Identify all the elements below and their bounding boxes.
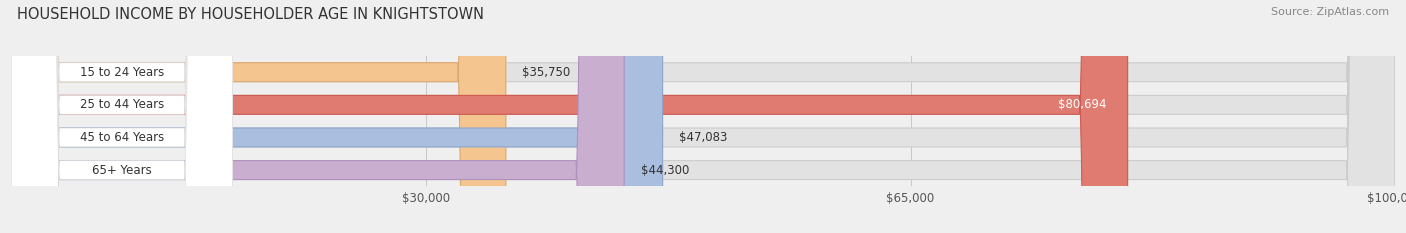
- FancyBboxPatch shape: [11, 0, 506, 233]
- FancyBboxPatch shape: [11, 0, 232, 233]
- FancyBboxPatch shape: [11, 0, 1395, 233]
- FancyBboxPatch shape: [11, 0, 1395, 233]
- Text: 15 to 24 Years: 15 to 24 Years: [80, 66, 165, 79]
- Text: 45 to 64 Years: 45 to 64 Years: [80, 131, 165, 144]
- FancyBboxPatch shape: [11, 0, 1395, 233]
- FancyBboxPatch shape: [11, 0, 662, 233]
- Text: Source: ZipAtlas.com: Source: ZipAtlas.com: [1271, 7, 1389, 17]
- Text: $80,694: $80,694: [1059, 98, 1107, 111]
- Text: $35,750: $35,750: [523, 66, 571, 79]
- FancyBboxPatch shape: [11, 0, 624, 233]
- FancyBboxPatch shape: [11, 0, 232, 233]
- FancyBboxPatch shape: [11, 0, 1395, 233]
- Text: 65+ Years: 65+ Years: [91, 164, 152, 177]
- Text: HOUSEHOLD INCOME BY HOUSEHOLDER AGE IN KNIGHTSTOWN: HOUSEHOLD INCOME BY HOUSEHOLDER AGE IN K…: [17, 7, 484, 22]
- Text: 25 to 44 Years: 25 to 44 Years: [80, 98, 165, 111]
- FancyBboxPatch shape: [11, 0, 1128, 233]
- Text: $47,083: $47,083: [679, 131, 728, 144]
- FancyBboxPatch shape: [11, 0, 232, 233]
- FancyBboxPatch shape: [11, 0, 232, 233]
- Text: $44,300: $44,300: [641, 164, 689, 177]
